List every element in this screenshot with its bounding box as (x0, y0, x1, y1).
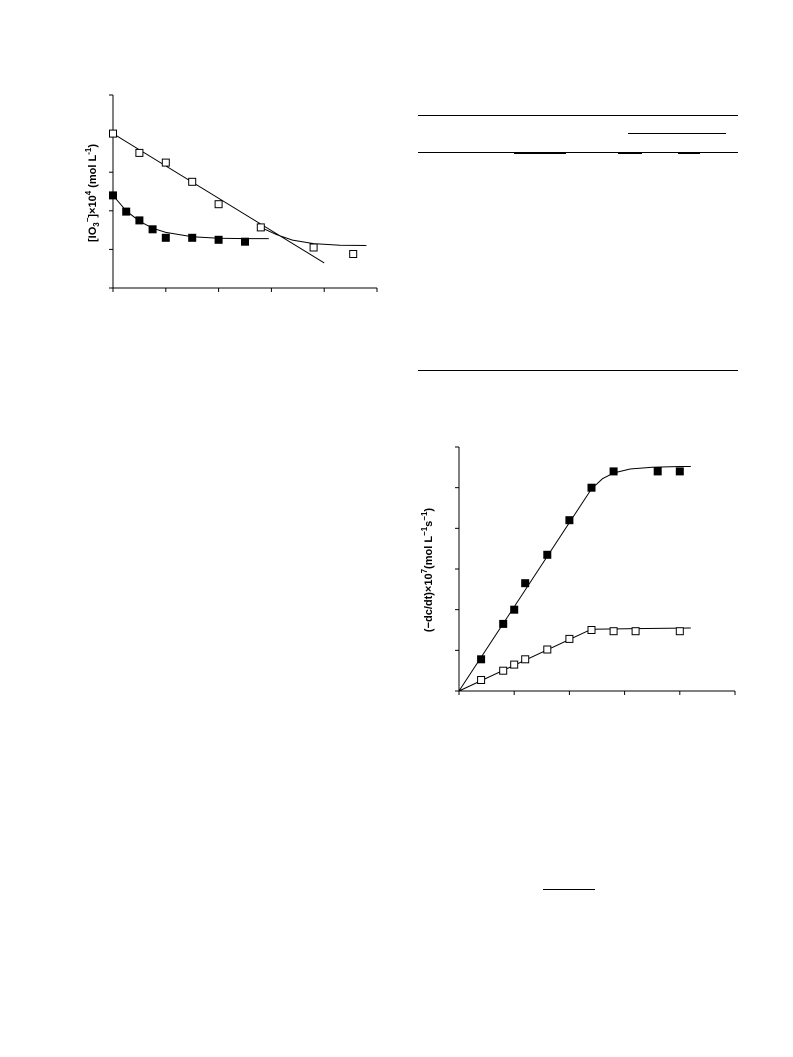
top-chart-filled-square-point (148, 225, 157, 234)
table-subheader-rule (628, 133, 726, 134)
bottom-chart-filled-square-point (565, 516, 574, 525)
top-chart-fit-lines (112, 133, 367, 264)
bottom-chart-open-square-point (565, 634, 574, 643)
top-chart-open-square-point (349, 250, 358, 258)
bottom-chart-filled-square-point (587, 483, 596, 492)
top-chart-filled-square-point (109, 191, 117, 200)
bottom-chart-filled-square-point (499, 619, 508, 628)
table-col-mark-3 (678, 152, 700, 154)
bottom-chart-open-square-point (510, 660, 519, 669)
bottom-chart-open-square-point (543, 645, 552, 654)
bottom-chart-open-square-point (609, 627, 618, 636)
bottom-chart-open-square-point (587, 626, 596, 634)
top-chart-fit-line (112, 133, 325, 264)
top-chart-open-square-point (214, 200, 223, 209)
bottom-chart-open-square-point (631, 627, 640, 636)
top-chart-y-axis-label: [IO3−]×104 (mol L-1) (83, 144, 101, 242)
bottom-chart-open-square-point (521, 655, 530, 664)
bottom-chart-filled-square-point (477, 655, 486, 664)
top-chart-open-square-point (109, 129, 117, 138)
top-chart-filled-square-point (135, 216, 144, 225)
bottom-chart-axes (455, 446, 736, 695)
top-chart-filled-square-point (188, 233, 197, 242)
bottom-chart-filled-square-point (521, 579, 530, 588)
bottom-chart-points (477, 467, 684, 684)
bottom-chart-y-axis-label: (−dc/dt)×107(mol L−1s−1) (420, 508, 435, 633)
table-header-rule (418, 152, 738, 153)
top-chart-open-square-point (161, 158, 170, 167)
bottom-chart-open-square-point (499, 666, 508, 675)
top-chart-open-square-point (309, 243, 318, 252)
top-chart-points (109, 129, 358, 258)
top-chart-fit-line (112, 195, 269, 240)
bottom-chart-filled-square-point (543, 550, 552, 559)
bottom-chart-filled-square-point (510, 605, 519, 614)
top-chart-open-square-point (135, 148, 144, 157)
table-col-mark-2 (618, 152, 642, 154)
top-chart-open-square-point (188, 177, 197, 186)
table-bottom-rule (418, 370, 738, 371)
table-col-mark-1 (514, 152, 566, 154)
table-top-rule (418, 115, 738, 116)
top-chart-open-square-point (256, 223, 265, 232)
bottom-chart-filled-square-point (675, 467, 684, 476)
top-chart-filled-square-point (122, 207, 131, 216)
bottom-chart-fit-line (458, 466, 691, 692)
bottom-chart-filled-square-point (609, 467, 618, 476)
top-chart-filled-square-point (214, 235, 223, 244)
top-chart-fit-line (260, 226, 367, 246)
fraction-rule (543, 889, 595, 890)
bottom-chart-open-square-point (675, 627, 684, 636)
top-chart-filled-square-point (241, 237, 249, 246)
bottom-chart-filled-square-point (653, 467, 662, 476)
top-chart-filled-square-point (161, 233, 170, 242)
bottom-chart-open-square-point (477, 676, 486, 684)
bottom-chart-fit-lines (458, 466, 691, 692)
